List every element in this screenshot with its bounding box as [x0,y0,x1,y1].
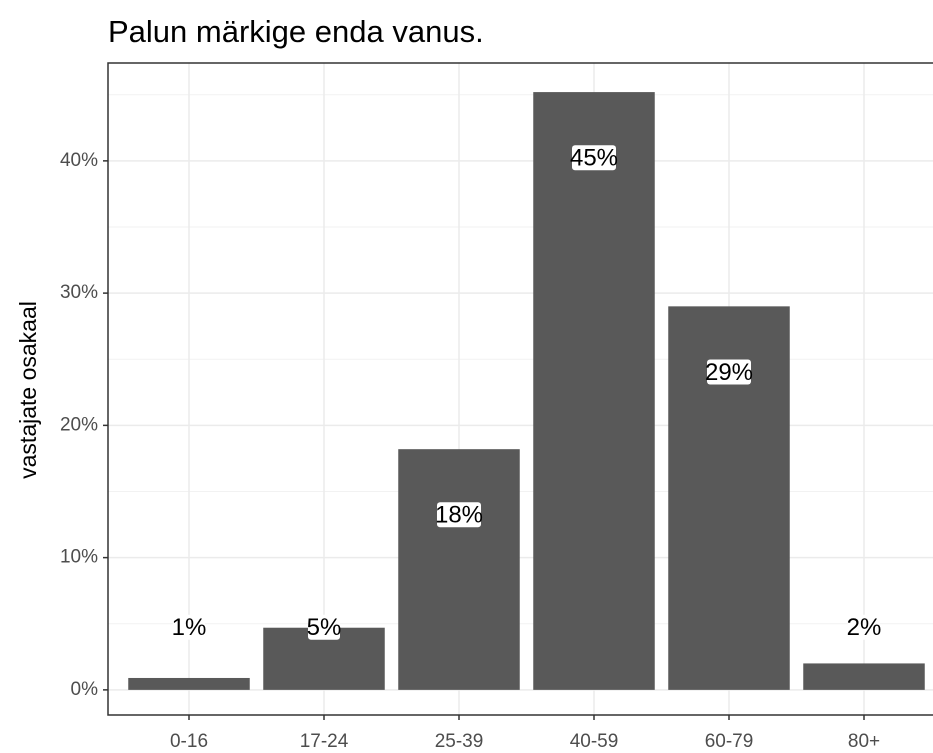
y-tick-label: 30% [60,282,98,303]
chart-title: Palun märkige enda vanus. [108,14,484,49]
y-tick-label: 0% [71,679,99,700]
value-label: 1% [172,614,207,641]
x-tick-label: 60-79 [705,731,754,752]
y-tick-label: 20% [60,414,98,435]
value-label-bg [707,359,751,385]
value-label: 45% [570,145,618,172]
panel-border [107,62,933,716]
value-label-bg [437,502,481,528]
value-label-bg [572,145,616,171]
value-label: 2% [847,614,882,641]
y-tick-label: 40% [60,150,98,171]
value-label-bg [848,614,880,640]
value-label-bg [308,614,340,640]
value-label-bg [173,614,205,640]
bar [803,663,925,690]
bar [398,449,520,690]
y-tick-label: 10% [60,547,98,568]
x-tick-label: 25-39 [435,731,484,752]
value-label: 18% [435,502,483,529]
bar [533,92,655,690]
x-tick-label: 80+ [848,731,880,752]
x-tick-label: 0-16 [170,731,208,752]
x-tick-label: 17-24 [300,731,349,752]
bar [128,677,250,690]
value-label: 5% [307,614,342,641]
value-label: 29% [705,359,753,386]
y-axis-label: vastajate osakaal [15,301,41,479]
x-tick-label: 40-59 [570,731,619,752]
